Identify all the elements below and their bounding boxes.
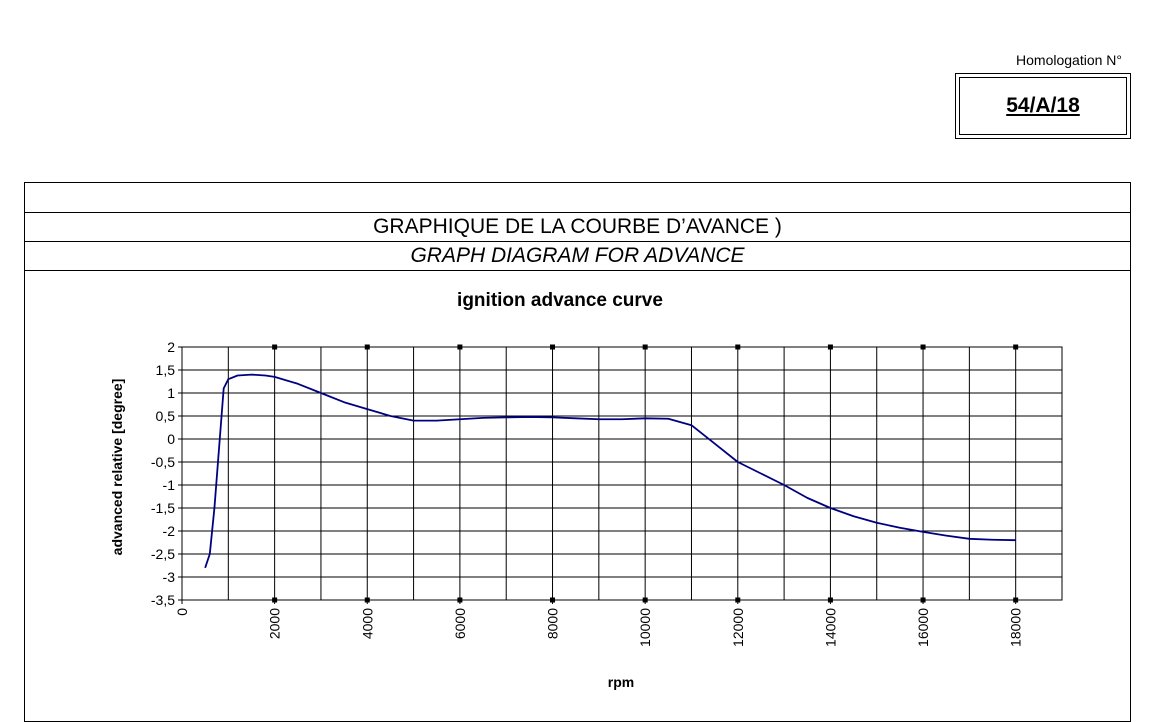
tick-marker-top xyxy=(642,344,648,350)
x-tick-label: 4000 xyxy=(359,608,375,639)
tick-marker-bottom xyxy=(1013,597,1019,603)
x-tick-label: 16000 xyxy=(915,608,931,647)
y-axis-label: advanced relative [degree] xyxy=(109,379,125,556)
y-tick-label: 2 xyxy=(167,339,175,355)
y-tick-label: -3,5 xyxy=(151,592,175,608)
x-tick-label: 12000 xyxy=(730,608,746,647)
homologation-box: 54/A/18 xyxy=(955,73,1131,139)
tick-marker-top xyxy=(1013,344,1019,350)
x-axis-label: rpm xyxy=(608,674,634,690)
x-tick-label: 0 xyxy=(174,608,190,616)
tick-marker-top xyxy=(364,344,370,350)
y-tick-label: -3 xyxy=(163,569,176,585)
table-title-fr: GRAPHIQUE DE LA COURBE D’AVANCE ) xyxy=(25,212,1130,242)
chart-table-frame: GRAPHIQUE DE LA COURBE D’AVANCE ) GRAPH … xyxy=(24,182,1131,722)
table-blank-row xyxy=(25,183,1130,213)
x-tick-label: 18000 xyxy=(1008,608,1024,647)
y-tick-label: -0,5 xyxy=(151,454,175,470)
x-tick-label: 2000 xyxy=(267,608,283,639)
chart-grid xyxy=(181,346,1063,601)
series-line xyxy=(204,373,1016,569)
tick-marker-top xyxy=(735,344,741,350)
y-tick-label: -1,5 xyxy=(151,500,175,516)
tick-marker-bottom xyxy=(457,597,463,603)
x-tick-label: 14000 xyxy=(822,608,838,647)
tick-marker-top xyxy=(827,344,833,350)
tick-marker-bottom xyxy=(920,597,926,603)
tick-marker-top xyxy=(272,344,278,350)
table-title-en: GRAPH DIAGRAM FOR ADVANCE xyxy=(25,241,1130,271)
tick-marker-top xyxy=(457,344,463,350)
x-tick-label: 8000 xyxy=(545,608,561,639)
homologation-label: Homologation N° xyxy=(1016,52,1122,68)
homologation-box-inner: 54/A/18 xyxy=(959,77,1127,135)
chart-series xyxy=(204,373,1016,569)
y-tick-label: 0,5 xyxy=(156,408,176,424)
y-tick-label: -1 xyxy=(163,477,176,493)
x-tick-label: 6000 xyxy=(452,608,468,639)
tick-marker-bottom xyxy=(272,597,278,603)
tick-marker-bottom xyxy=(827,597,833,603)
x-tick-label: 10000 xyxy=(637,608,653,647)
tick-marker-bottom xyxy=(735,597,741,603)
y-tick-label: -2 xyxy=(163,523,176,539)
tick-marker-top xyxy=(920,344,926,350)
chart-ticks: 21,510,50-0,5-1-1,5-2-2,5-3-3,50 2000 4000… xyxy=(151,339,1024,647)
tick-marker-bottom xyxy=(364,597,370,603)
chart-title: ignition advance curve xyxy=(457,290,663,311)
y-tick-label: 1,5 xyxy=(156,362,176,378)
y-tick-label: 1 xyxy=(167,385,175,401)
tick-marker-bottom xyxy=(550,597,556,603)
plot-area xyxy=(181,346,1063,601)
y-tick-label: 0 xyxy=(167,431,175,447)
homologation-number: 54/A/18 xyxy=(1006,94,1080,117)
tick-marker-top xyxy=(550,344,556,350)
tick-marker-bottom xyxy=(642,597,648,603)
y-tick-label: -2,5 xyxy=(151,546,175,562)
